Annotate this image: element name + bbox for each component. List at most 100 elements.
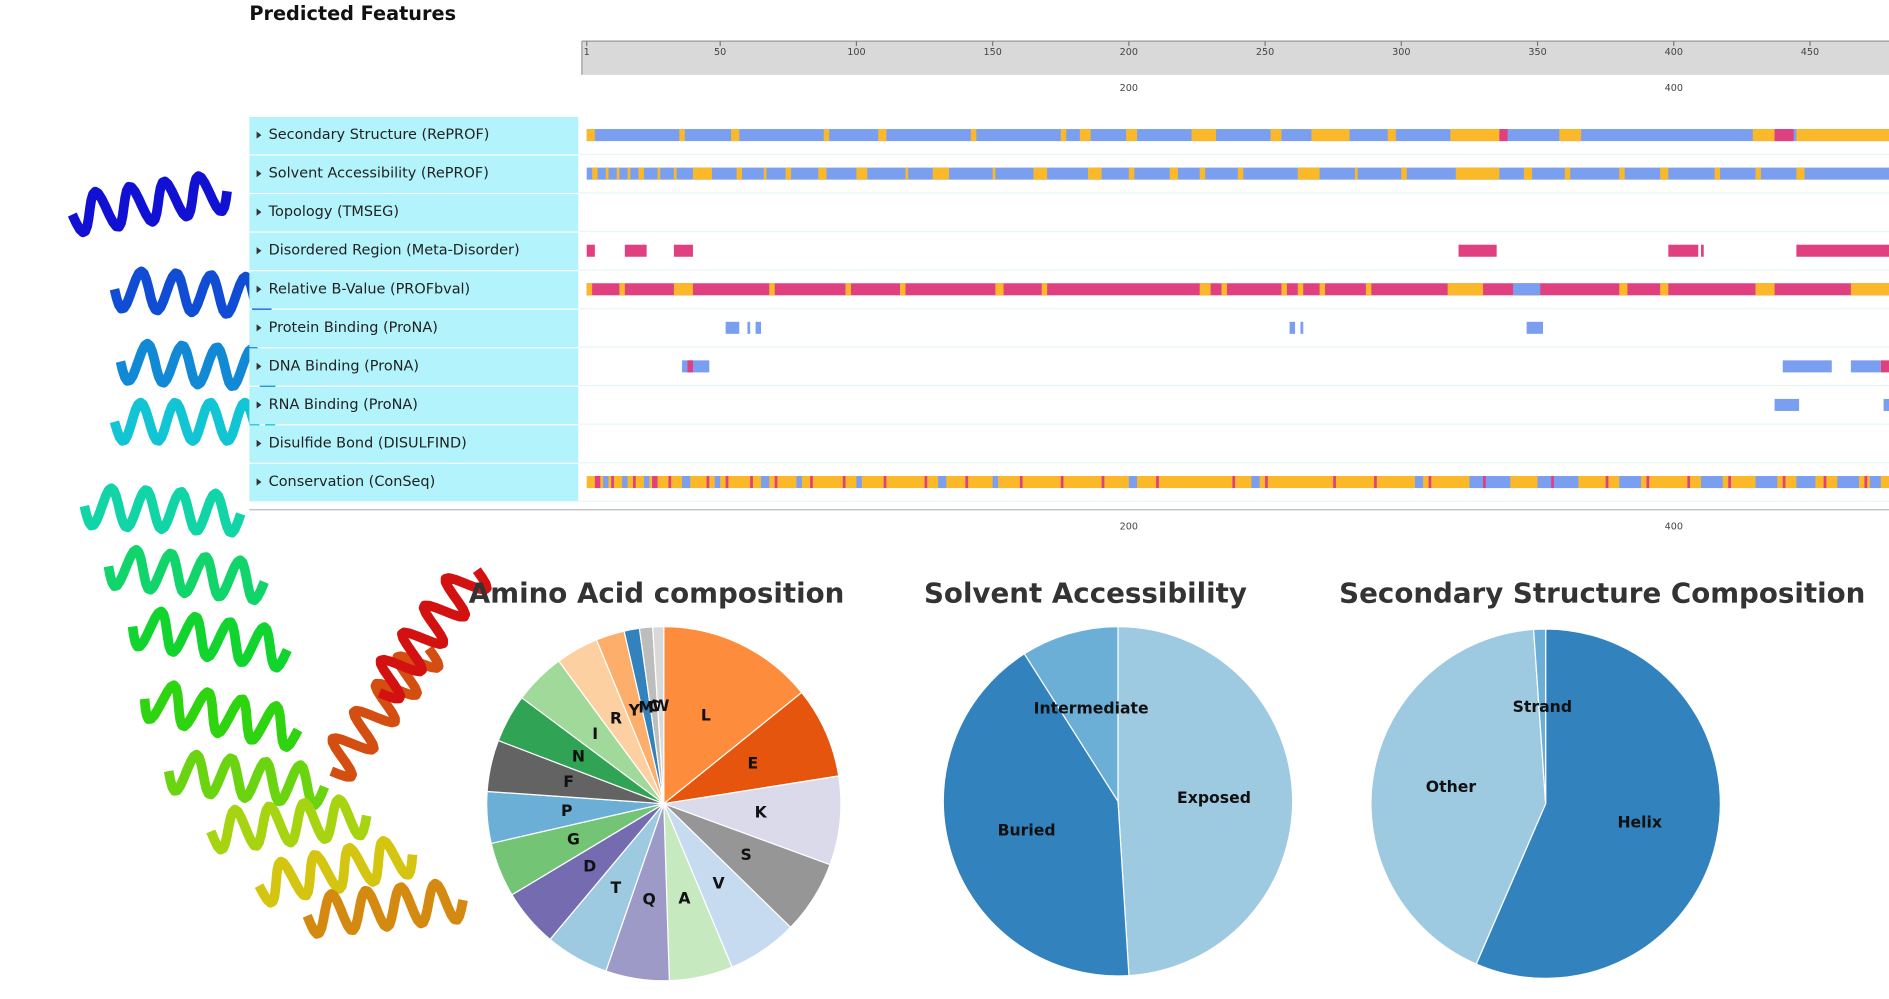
feature-segment: [1513, 283, 1541, 296]
ruler-tick-label: 300: [1392, 47, 1410, 58]
feature-segment: [592, 167, 598, 180]
track-label-bg: [249, 155, 579, 193]
pie-label: K: [755, 803, 768, 822]
track-label-bg: [249, 463, 579, 502]
feature-segment: [785, 167, 792, 180]
feature-segment: [1333, 476, 1336, 489]
track-label-bg: [249, 271, 579, 309]
feature-segment: [1880, 360, 1889, 373]
feature-segment: [616, 167, 620, 180]
feature-segment: [1551, 476, 1554, 489]
feature-segment: [1668, 244, 1699, 257]
feature-segment: [714, 476, 721, 489]
pie-label: I: [592, 724, 598, 743]
feature-segment: [1232, 476, 1236, 489]
ruler-tick-label: 250: [1256, 47, 1274, 58]
feature-segment: [673, 167, 677, 180]
pie-slice: [1370, 628, 1547, 965]
pie-slice: [663, 625, 803, 805]
pie-label: Intermediate: [1034, 699, 1149, 718]
pie-label: Strand: [1513, 697, 1572, 716]
feature-segment: [1755, 167, 1761, 180]
helix: [79, 483, 246, 538]
helix: [327, 645, 444, 782]
feature-segment: [652, 476, 658, 489]
feature-segment: [1297, 283, 1304, 296]
ruler-tick-label: 400: [1665, 47, 1683, 58]
feature-segment: [586, 476, 1889, 489]
feature-segment: [673, 283, 693, 296]
feature-segment: [1060, 476, 1064, 489]
feature-segment: [687, 360, 693, 373]
feature-segment: [761, 476, 770, 489]
feature-segment: [842, 476, 846, 489]
pie-slice: [652, 625, 665, 804]
pie-slice: [942, 652, 1130, 977]
feature-segment: [1469, 476, 1511, 489]
helix: [139, 680, 303, 752]
feature-segment: [1265, 476, 1268, 489]
feature-segment: [1796, 244, 1889, 257]
expand-arrow: [256, 324, 262, 332]
feature-segment: [1101, 476, 1105, 489]
feature-segment: [586, 283, 593, 296]
pie-title: Secondary Structure Composition: [1339, 577, 1865, 610]
feature-segment: [1701, 476, 1723, 489]
feature-segment: [818, 167, 827, 180]
track-label: Disulfide Bond (DISULFIND): [269, 435, 467, 451]
pie-label: E: [747, 754, 758, 773]
feature-segment: [938, 476, 947, 489]
feature-segment: [619, 283, 625, 296]
feature-segment: [1660, 167, 1669, 180]
feature-segment: [1755, 476, 1778, 489]
helix: [109, 266, 276, 321]
pie-label: Q: [643, 889, 656, 908]
feature-segment: [725, 321, 740, 334]
feature-segment: [856, 167, 868, 180]
feature-segment: [725, 476, 729, 489]
feature-segment: [622, 476, 628, 489]
expand-arrow: [256, 439, 262, 448]
helix: [254, 835, 418, 908]
feature-segment: [1450, 129, 1500, 142]
feature-segment: [1455, 167, 1500, 180]
pie-label: C: [648, 696, 660, 715]
feature-segment: [1088, 167, 1102, 180]
ruler-band: [581, 41, 1889, 75]
feature-segment: [769, 283, 775, 296]
feature-segment: [1270, 129, 1282, 142]
pie-label: Buried: [998, 820, 1056, 839]
track-label: RNA Binding (ProNA): [269, 397, 418, 413]
pie-slice: [661, 691, 840, 805]
feature-segment: [633, 476, 636, 489]
pie-label: W: [652, 696, 669, 715]
ruler-tick-label: 200: [1120, 47, 1138, 58]
feature-segment: [1169, 167, 1178, 180]
feature-segment: [755, 321, 762, 334]
helix: [109, 397, 276, 446]
feature-segment: [845, 283, 851, 296]
feature-segment: [611, 476, 614, 489]
pie-slice: [1475, 628, 1721, 979]
pie-label: L: [701, 705, 711, 724]
feature-segment: [1483, 476, 1486, 489]
feature-segment: [1564, 167, 1571, 180]
feature-segment: [1374, 476, 1377, 489]
ruler-tick-label: 450: [1801, 47, 1819, 58]
pie-slice: [1532, 628, 1547, 804]
feature-segment: [1414, 476, 1424, 489]
scale-label: 200: [1120, 522, 1138, 533]
feature-segment: [1191, 129, 1217, 142]
pie-label: M: [638, 697, 654, 716]
ruler-tick-label: 100: [847, 47, 865, 58]
feature-segment: [1728, 476, 1731, 489]
feature-segment: [1251, 476, 1260, 489]
feature-segment: [1796, 167, 1805, 180]
pie-slice: [1023, 625, 1119, 804]
feature-segment: [679, 129, 685, 142]
feature-segment: [1796, 129, 1889, 142]
feature-segment: [1619, 167, 1625, 180]
expand-arrow: [256, 170, 262, 178]
feature-segment: [1537, 476, 1579, 489]
pie-slice: [1117, 625, 1294, 977]
